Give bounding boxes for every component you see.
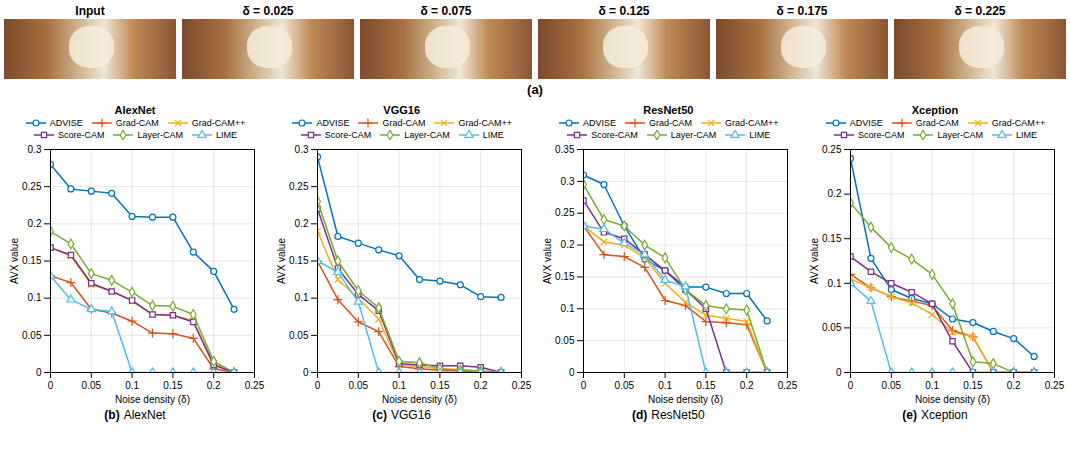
svg-text:0.1: 0.1 xyxy=(125,380,139,391)
html-text:δ = 0.125: δ = 0.125 xyxy=(598,4,650,18)
svg-text:0.25: 0.25 xyxy=(555,207,575,218)
svg-text:Noise density (δ): Noise density (δ) xyxy=(382,394,457,405)
html-text:(a): (a) xyxy=(527,82,543,97)
svg-text:0.1: 0.1 xyxy=(658,380,672,391)
svg-text:0: 0 xyxy=(848,380,854,391)
html-text:VGG16: VGG16 xyxy=(383,104,420,116)
svg-text:0: 0 xyxy=(314,380,320,391)
html-text:Layer-CAM: Layer-CAM xyxy=(937,130,983,140)
html-text:Grad-CAM++: Grad-CAM++ xyxy=(991,118,1046,128)
html-text:ADVISE: ADVISE xyxy=(316,118,350,128)
svg-text:0.2: 0.2 xyxy=(294,218,308,229)
svg-text:0.25: 0.25 xyxy=(245,380,265,391)
html-text:AlexNet: AlexNet xyxy=(114,104,156,116)
html-text:δ = 0.025: δ = 0.025 xyxy=(242,4,294,18)
html-text:Input: Input xyxy=(75,4,105,18)
html-text:Grad-CAM++: Grad-CAM++ xyxy=(725,118,779,128)
svg-text:0.05: 0.05 xyxy=(289,330,309,341)
svg-text:0.2: 0.2 xyxy=(740,380,754,391)
html-text:LIME: LIME xyxy=(1016,130,1037,140)
svg-text:0.15: 0.15 xyxy=(22,255,42,266)
html-text:Score-CAM: Score-CAM xyxy=(324,130,372,140)
svg-text:0: 0 xyxy=(569,367,575,378)
svg-text:0.05: 0.05 xyxy=(22,330,42,341)
html-text:Xception: Xception xyxy=(911,104,959,116)
svg-text:0: 0 xyxy=(36,367,42,378)
svg-text:0.1: 0.1 xyxy=(561,303,575,314)
svg-text:AVX value: AVX value xyxy=(275,238,286,284)
svg-text:0.1: 0.1 xyxy=(294,292,308,303)
html-text:δ = 0.075: δ = 0.075 xyxy=(420,4,472,18)
svg-text:0.15: 0.15 xyxy=(555,271,575,282)
svg-text:0.15: 0.15 xyxy=(696,380,716,391)
html-text:(e) Xception: (e) Xception xyxy=(902,408,968,422)
svg-text:0.25: 0.25 xyxy=(22,181,42,192)
svg-text:0.15: 0.15 xyxy=(289,255,309,266)
svg-text:Noise density (δ): Noise density (δ) xyxy=(115,394,190,405)
svg-text:0.15: 0.15 xyxy=(963,380,983,391)
html-text:Grad-CAM: Grad-CAM xyxy=(649,118,693,128)
svg-text:0.05: 0.05 xyxy=(348,380,368,391)
svg-text:0.1: 0.1 xyxy=(392,380,406,391)
svg-text:0.05: 0.05 xyxy=(882,380,902,391)
svg-text:0.2: 0.2 xyxy=(828,188,842,199)
svg-text:Noise density (δ): Noise density (δ) xyxy=(915,394,990,405)
svg-text:0.15: 0.15 xyxy=(822,233,842,244)
svg-text:AVX value: AVX value xyxy=(542,238,553,284)
html-text:Grad-CAM: Grad-CAM xyxy=(115,118,159,128)
svg-text:AVX value: AVX value xyxy=(9,238,20,284)
svg-text:0.25: 0.25 xyxy=(778,380,798,391)
html-text:(d) ResNet50: (d) ResNet50 xyxy=(632,408,705,422)
svg-text:0: 0 xyxy=(48,380,54,391)
svg-text:0: 0 xyxy=(303,367,309,378)
html-text:Grad-CAM: Grad-CAM xyxy=(382,118,426,128)
svg-text:0: 0 xyxy=(581,380,587,391)
html-text:LIME: LIME xyxy=(482,130,504,140)
svg-text:0.15: 0.15 xyxy=(163,380,183,391)
svg-text:0.25: 0.25 xyxy=(511,380,531,391)
html-text:LIME: LIME xyxy=(216,130,237,140)
svg-text:0.1: 0.1 xyxy=(828,278,842,289)
svg-text:0.2: 0.2 xyxy=(473,380,487,391)
svg-text:AVX value: AVX value xyxy=(809,238,820,284)
svg-text:0.2: 0.2 xyxy=(28,218,42,229)
html-text:Score-CAM: Score-CAM xyxy=(857,130,905,140)
svg-text:0: 0 xyxy=(836,367,842,378)
html-text:(b) AlexNet: (b) AlexNet xyxy=(104,408,166,422)
svg-text:0.2: 0.2 xyxy=(1007,380,1021,391)
svg-text:0.05: 0.05 xyxy=(82,380,102,391)
html-text:Layer-CAM: Layer-CAM xyxy=(670,130,717,140)
html-text:Grad-CAM++: Grad-CAM++ xyxy=(458,118,512,128)
svg-text:0.3: 0.3 xyxy=(294,144,308,155)
html-text:δ = 0.175: δ = 0.175 xyxy=(776,4,828,18)
html-text:Grad-CAM: Grad-CAM xyxy=(915,118,959,128)
svg-text:0.25: 0.25 xyxy=(289,181,309,192)
html-text:LIME: LIME xyxy=(749,130,771,140)
svg-text:0.3: 0.3 xyxy=(561,176,575,187)
svg-text:Noise density (δ): Noise density (δ) xyxy=(648,394,723,405)
svg-text:0.25: 0.25 xyxy=(1045,380,1065,391)
svg-text:0.2: 0.2 xyxy=(561,239,575,250)
html-text:Score-CAM: Score-CAM xyxy=(58,130,105,140)
html-text:(c) VGG16: (c) VGG16 xyxy=(372,408,431,422)
svg-text:0.2: 0.2 xyxy=(207,380,221,391)
html-text:ADVISE: ADVISE xyxy=(49,118,83,128)
svg-text:0.05: 0.05 xyxy=(822,322,842,333)
svg-text:0.1: 0.1 xyxy=(925,380,939,391)
html-text:ADVISE: ADVISE xyxy=(583,118,616,128)
html-text:Layer-CAM: Layer-CAM xyxy=(404,130,450,140)
svg-text:0.05: 0.05 xyxy=(615,380,635,391)
html-text:Grad-CAM++: Grad-CAM++ xyxy=(191,118,246,128)
html-text:δ = 0.225: δ = 0.225 xyxy=(954,4,1006,18)
svg-text:0.3: 0.3 xyxy=(28,144,42,155)
html-text:Score-CAM: Score-CAM xyxy=(591,130,638,140)
svg-text:0.25: 0.25 xyxy=(822,144,842,155)
svg-text:0.05: 0.05 xyxy=(555,335,575,346)
svg-text:0.35: 0.35 xyxy=(555,144,575,155)
svg-text:0.15: 0.15 xyxy=(430,380,450,391)
html-text:Layer-CAM: Layer-CAM xyxy=(137,130,183,140)
html-text:ResNet50: ResNet50 xyxy=(643,104,694,116)
html-text:ADVISE: ADVISE xyxy=(849,118,883,128)
svg-text:0.1: 0.1 xyxy=(28,292,42,303)
